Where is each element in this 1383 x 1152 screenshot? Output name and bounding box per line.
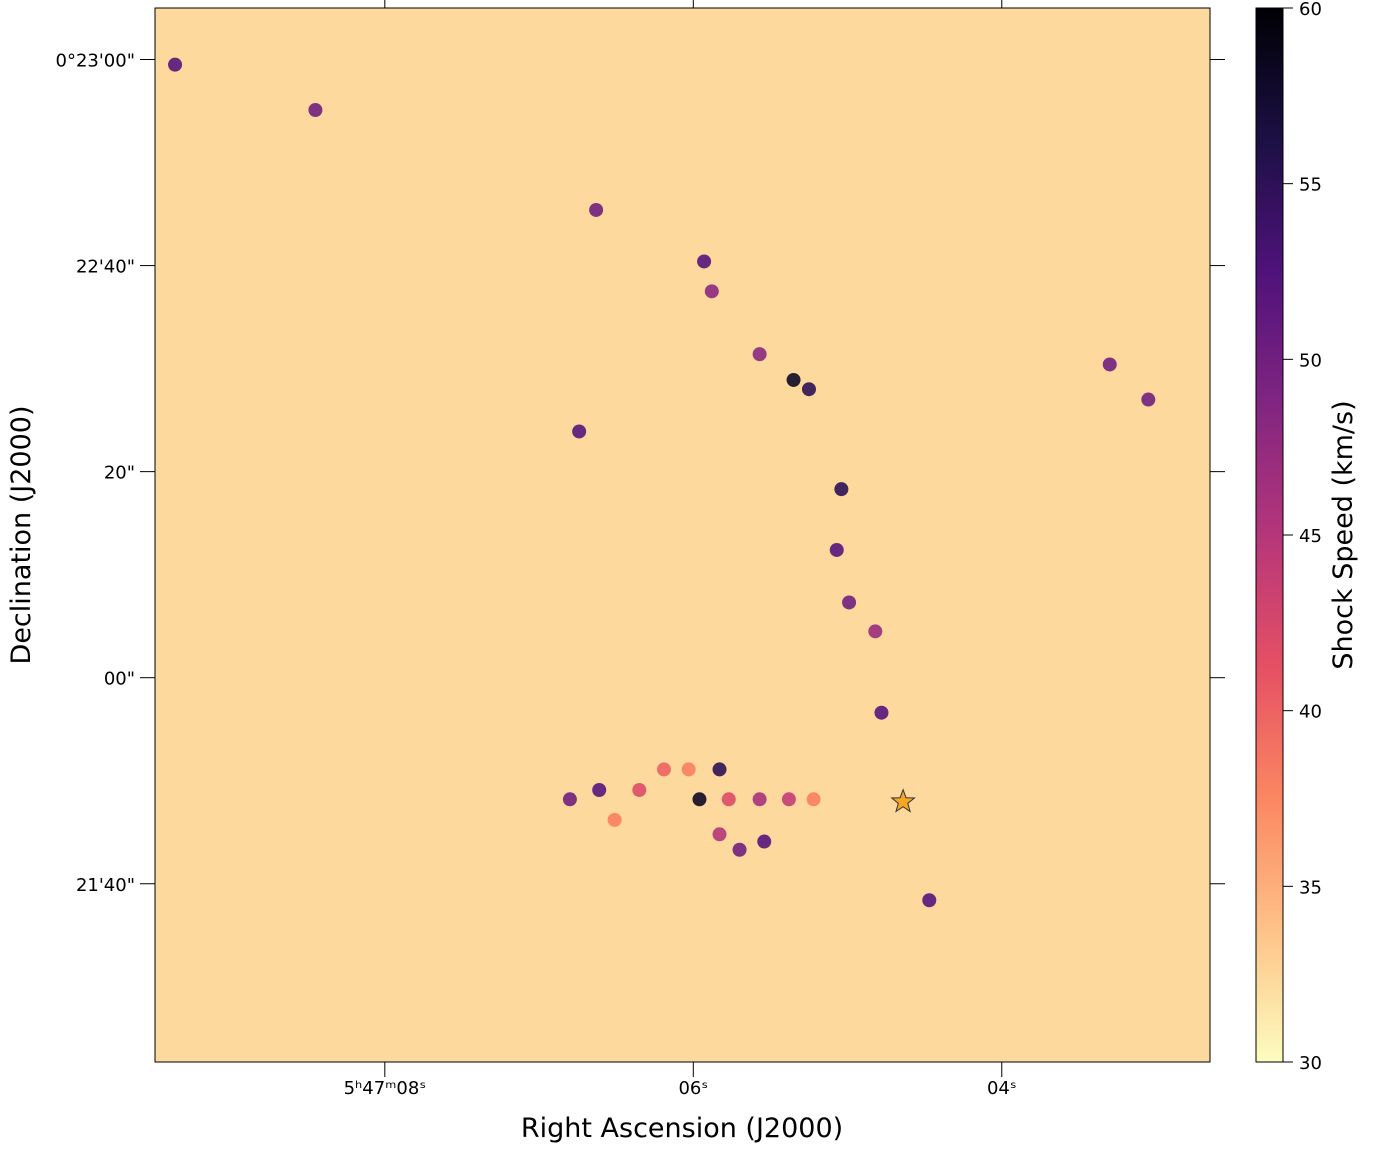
colorbar-tick-label: 40	[1299, 702, 1322, 723]
shock-pixel	[712, 762, 727, 777]
colorbar	[1255, 7, 1284, 1063]
y-tick-label: 0°23'00"	[56, 51, 136, 72]
colorbar-tick-label: 30	[1299, 1053, 1322, 1074]
x-axis-label: Right Ascension (J2000)	[521, 1113, 843, 1144]
shock-pixel	[721, 792, 736, 807]
shock-pixel	[868, 624, 883, 639]
shock-pixel	[712, 827, 727, 842]
x-tick-label: 04ˢ	[987, 1078, 1017, 1099]
shock-pixel	[168, 57, 183, 72]
shock-pixel	[308, 103, 323, 117]
shock-pixel	[656, 762, 671, 777]
shock-pixel	[1102, 357, 1117, 372]
shock-pixel	[607, 812, 622, 827]
shock-pixel	[704, 284, 719, 299]
y-tick-label: 20"	[104, 463, 135, 484]
shock-pixel	[697, 254, 712, 269]
colorbar-tick-label: 55	[1299, 175, 1322, 196]
shock-pixel	[829, 542, 844, 557]
axes-frame	[154, 7, 1211, 1063]
x-tick-label: 06ˢ	[678, 1078, 708, 1099]
shock-pixel	[806, 792, 821, 807]
shock-pixel	[572, 424, 587, 439]
shock-pixel	[752, 347, 767, 362]
shock-pixel	[692, 792, 707, 807]
shock-pixel	[874, 705, 889, 720]
shock-pixel	[732, 842, 747, 857]
shock-pixel	[757, 834, 772, 849]
shock-pixel	[752, 792, 767, 807]
shock-pixel	[632, 783, 647, 797]
shock-pixel	[781, 792, 796, 807]
colorbar-tick-label: 35	[1299, 877, 1322, 898]
shock-pixel	[562, 792, 577, 807]
y-axis-label: Declination (J2000)	[6, 406, 37, 665]
colorbar-tick-label: 60	[1299, 0, 1322, 20]
x-tick-label: 5ʰ47ᵐ08ˢ	[344, 1078, 426, 1099]
shock-pixel	[786, 372, 801, 387]
map-background	[155, 8, 1210, 1062]
shock-pixel	[842, 595, 857, 610]
shock-pixel	[592, 783, 607, 797]
shock-pixel	[922, 893, 937, 908]
shock-pixel	[1141, 392, 1156, 407]
shock-pixel	[589, 202, 604, 217]
colorbar-tick-label: 50	[1299, 350, 1322, 371]
shock-pixel	[801, 382, 816, 397]
y-tick-label: 00"	[104, 669, 135, 690]
shock-pixel	[834, 482, 849, 497]
y-tick-label: 21'40"	[76, 875, 135, 896]
star-marker	[890, 788, 916, 813]
colorbar-tick-label: 45	[1299, 526, 1322, 547]
y-tick-label: 22'40"	[76, 257, 135, 278]
colorbar-label: Shock Speed (km/s)	[1328, 400, 1359, 669]
shock-pixel	[681, 762, 696, 777]
